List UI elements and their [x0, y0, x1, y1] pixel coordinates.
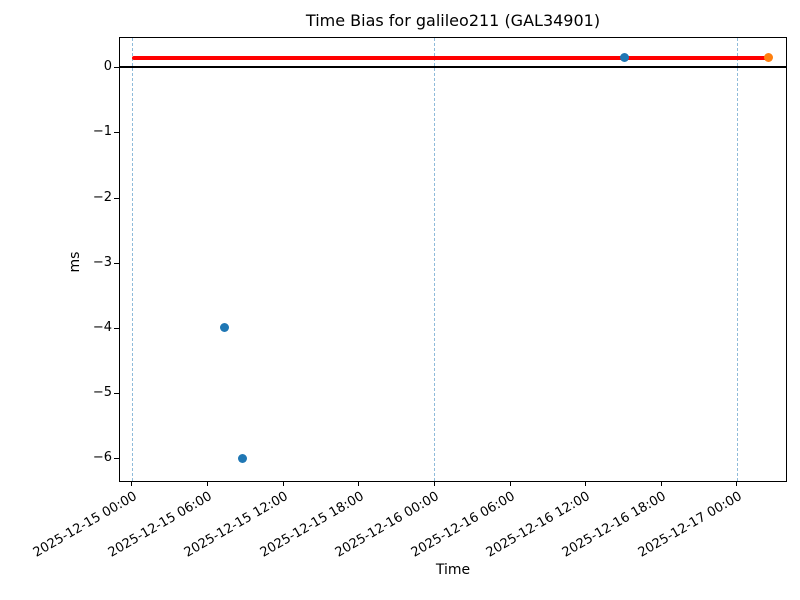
y-tick-mark [114, 262, 119, 264]
y-tick-mark [114, 132, 119, 134]
y-tick-label: −5 [92, 385, 112, 401]
chart-title: Time Bias for galileo211 (GAL34901) [305, 11, 601, 30]
day-boundary-line [736, 38, 738, 481]
y-tick-mark [114, 197, 119, 199]
y-tick-mark [114, 327, 119, 329]
data-point-latest-point-orange [763, 53, 773, 63]
x-axis-label: Time [435, 562, 471, 578]
y-tick-mark [114, 393, 119, 395]
y-tick-label: −2 [92, 189, 112, 205]
y-tick-label: −1 [92, 124, 112, 140]
x-tick-mark [358, 481, 360, 486]
zero-line [120, 66, 786, 69]
data-point-bias-measurements-blue [619, 53, 629, 63]
day-boundary-line [434, 38, 436, 481]
y-tick-label: −3 [92, 254, 112, 270]
plot-area: 2025-12-15 00:00 2025-12-15 06:00 2025-12-… [31, 37, 787, 561]
data-point-bias-measurements-blue [219, 323, 229, 333]
x-tick-mark [509, 481, 511, 486]
x-tick-mark [207, 481, 209, 486]
y-axis-label: ms [67, 251, 83, 273]
x-tick-mark [282, 481, 284, 486]
data-point-bias-measurements-blue [237, 453, 247, 463]
x-tick-mark [585, 481, 587, 486]
y-tick-label: −4 [92, 319, 112, 335]
x-tick-mark [660, 481, 662, 486]
y-tick-label: −6 [92, 450, 112, 466]
reference-line [131, 55, 769, 60]
x-tick-mark [433, 481, 435, 486]
y-tick-mark [114, 458, 119, 460]
x-tick-mark [736, 481, 738, 486]
x-tick-mark [131, 481, 133, 486]
y-tick-mark [114, 67, 119, 69]
day-boundary-line [131, 38, 133, 481]
y-tick-label: 0 [103, 59, 112, 75]
